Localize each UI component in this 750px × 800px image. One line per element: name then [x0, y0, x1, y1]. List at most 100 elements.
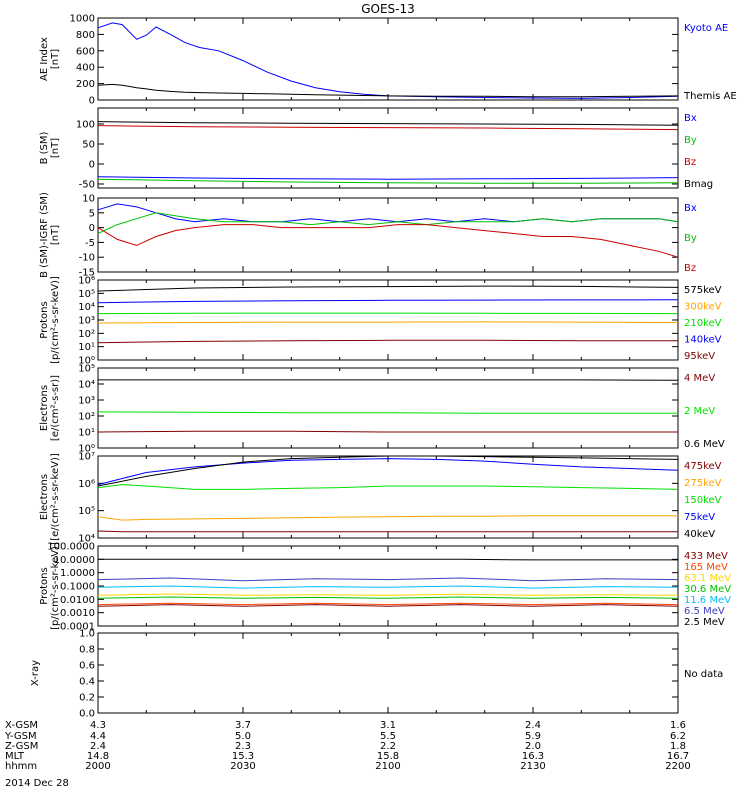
- footer-row-value: 2200: [665, 761, 690, 772]
- y-tick-label: 10⁰: [78, 356, 95, 367]
- y-tick-label: 10¹: [78, 428, 95, 439]
- y-axis-label: B (SM): [39, 131, 50, 164]
- footer-row-value: 5.0: [235, 731, 251, 742]
- y-tick-label: 10⁶: [78, 479, 95, 490]
- series-line-6-5-mev: [97, 577, 679, 582]
- footer-row-value: 5.9: [525, 731, 541, 742]
- legend-entry: 40keV: [684, 529, 715, 540]
- y-tick-label: 10⁷: [78, 452, 95, 463]
- footer-row-value: 2.3: [235, 741, 251, 752]
- y-tick-label: 0.0010: [60, 608, 95, 619]
- y-tick-label: 1.0000: [60, 568, 95, 579]
- legend-entry: 2.5 MeV: [684, 617, 725, 628]
- series-line-63-1-mev: [97, 593, 679, 596]
- series-line-275kev: [97, 515, 678, 521]
- y-tick-label: -10: [79, 253, 95, 264]
- legend-entry: 433 MeV: [684, 551, 728, 562]
- series-line-95kev: [97, 339, 678, 344]
- footer-row-value: 2030: [230, 761, 255, 772]
- series-line-bz: [97, 224, 679, 258]
- legend-entry: 6.5 MeV: [684, 606, 725, 617]
- y-tick-label: 50: [82, 140, 95, 151]
- y-axis-label: [p/(cm²-s-sr-keV)]: [50, 276, 61, 364]
- footer-row-value: 2.0: [525, 741, 541, 752]
- y-axis-label: B (SM)-IGRF (SM): [39, 192, 50, 278]
- y-tick-label: 1000: [70, 14, 95, 25]
- panel-frame: [97, 279, 679, 361]
- footer-row-value: 4.4: [90, 731, 106, 742]
- series-line-bx: [97, 203, 679, 223]
- series-line-bmag: [97, 121, 679, 126]
- legend-entry: Bz: [684, 263, 696, 274]
- y-tick-label: 600: [76, 46, 95, 57]
- legend-entry: 475keV: [684, 461, 722, 472]
- panel-electrons_kev: 10⁴ 10⁵ 10⁶ 10⁷ Electrons [e/(cm²-s-sr-keV)] 4…: [39, 452, 722, 545]
- legend-entry: 140keV: [684, 335, 722, 346]
- y-axis-label: Electrons: [39, 474, 50, 520]
- y-tick-label: 0.6: [79, 661, 95, 672]
- y-tick-label: 10⁵: [78, 506, 95, 517]
- y-axis-label: X-ray: [30, 660, 41, 686]
- series-line-by: [97, 212, 679, 234]
- footer-row-value: 3.7: [235, 720, 251, 731]
- y-tick-label: 0.4: [79, 677, 95, 688]
- series-line-2-mev: [97, 411, 678, 414]
- panel-electrons_mev: 10⁰ 10¹ 10² 10³ 10⁴ 10⁵ Electrons [e/(cm²-s-sr)…: [39, 364, 725, 455]
- legend-entry: 150keV: [684, 495, 722, 506]
- y-tick-label: 10⁶: [78, 276, 95, 287]
- series-line-bz: [97, 125, 679, 131]
- footer-row-value: 2130: [520, 761, 545, 772]
- footer-row-label: X-GSM: [5, 720, 38, 731]
- legend-entry: 95keV: [684, 351, 715, 362]
- series-line-4-mev: [97, 430, 678, 433]
- series-line-475kev: [97, 530, 678, 533]
- series-line-bx: [97, 176, 679, 180]
- legend-entry: By: [684, 135, 697, 146]
- y-axis-label: Protons: [39, 301, 50, 338]
- y-tick-label: 10⁵: [78, 289, 95, 300]
- footer-row-value: 1.6: [670, 720, 686, 731]
- legend-entry: By: [684, 233, 697, 244]
- panel-frame: [97, 632, 679, 714]
- legend-entry: Bx: [684, 113, 697, 124]
- series-line-by: [97, 178, 679, 184]
- legend-entry: 11.6 MeV: [684, 595, 731, 606]
- y-tick-label: 100.0000: [47, 542, 95, 553]
- footer-row-label: Y-GSM: [4, 731, 37, 742]
- footer-row-value: 3.1: [380, 720, 396, 731]
- y-tick-label: 0.1000: [60, 582, 95, 593]
- footer-row-value: 2.2: [380, 741, 396, 752]
- panel-frame: [97, 17, 679, 101]
- y-tick-label: 800: [76, 30, 95, 41]
- series-line-11-6-mev: [97, 585, 679, 589]
- footer-row-value: 4.3: [90, 720, 106, 731]
- footer-row-value: 2100: [375, 761, 400, 772]
- y-tick-label: 100: [76, 120, 95, 131]
- legend-entry: Kyoto AE: [684, 23, 728, 34]
- y-tick-label: -15: [79, 268, 95, 279]
- y-tick-label: -5: [85, 238, 95, 249]
- legend-entry: 275keV: [684, 478, 722, 489]
- y-tick-label: 10: [82, 194, 95, 205]
- series-line-433-mev: [97, 604, 679, 607]
- panel-ae: 0 200 400 600 800 1000 AE Index [nT] Kyoto AE The…: [39, 14, 737, 107]
- y-tick-label: 0.8: [79, 645, 95, 656]
- y-tick-label: 200: [76, 79, 95, 90]
- y-tick-label: 1.0: [79, 629, 95, 640]
- series-line-2-5-mev: [98, 558, 678, 561]
- footer-row-label: Z-GSM: [5, 741, 38, 752]
- series-line-210kev: [97, 312, 679, 315]
- y-tick-label: 10²: [78, 412, 95, 423]
- y-tick-label: 10⁴: [78, 380, 95, 391]
- y-axis-label: [nT]: [50, 225, 61, 245]
- footer-row-value: 2.4: [525, 720, 541, 731]
- footer-row-value: 5.5: [380, 731, 396, 742]
- footer-row-value: 15.8: [377, 751, 399, 762]
- series-line-40kev: [97, 455, 679, 487]
- y-axis-label: Electrons: [39, 385, 50, 431]
- footer-row-value: 16.7: [667, 751, 689, 762]
- y-tick-label: 0.0: [79, 709, 95, 720]
- legend-entry: 63.1 MeV: [684, 573, 731, 584]
- footer-row-label: hhmm: [5, 761, 37, 772]
